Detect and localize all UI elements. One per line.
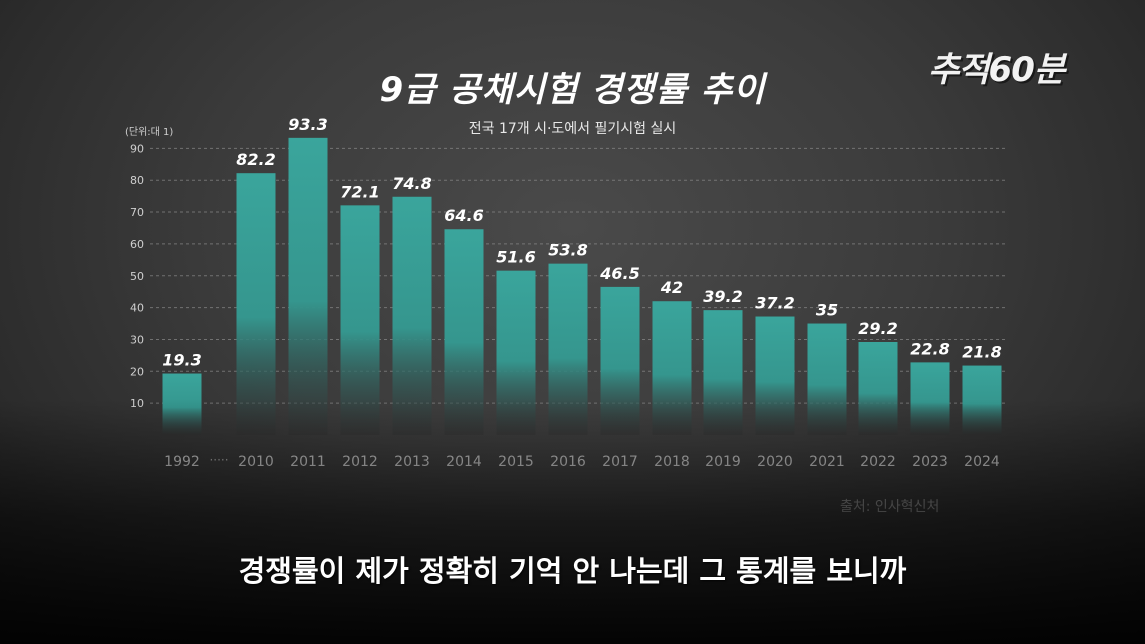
- y-tick-label: 30: [130, 333, 144, 346]
- bar-2022: [858, 341, 898, 435]
- bar-2020: [755, 316, 795, 435]
- x-tick-label: 2014: [446, 454, 482, 470]
- x-tick-label: 2016: [550, 454, 586, 470]
- x-tick-label: 2024: [964, 454, 1000, 470]
- value-label: 35: [816, 301, 838, 320]
- bar-2014: [444, 229, 484, 435]
- y-tick-label: 50: [130, 270, 144, 283]
- bar-2017: [600, 286, 640, 435]
- y-tick-label: 80: [130, 174, 144, 187]
- bar-2024: [962, 365, 1002, 435]
- x-tick-label: 2015: [498, 454, 534, 470]
- x-tick-label: 2017: [602, 454, 638, 470]
- x-tick-label: 2022: [860, 454, 896, 470]
- bar-2012: [340, 205, 380, 435]
- x-tick-label: 2020: [757, 454, 793, 470]
- value-label: 72.1: [340, 182, 379, 201]
- value-label: 29.2: [858, 319, 897, 338]
- bar-2015: [496, 270, 536, 435]
- bar-2010: [236, 173, 276, 435]
- x-tick-label: 2021: [809, 454, 845, 470]
- value-label: 42: [660, 278, 683, 297]
- y-tick-label: 90: [130, 142, 144, 155]
- x-tick-label: 2011: [290, 454, 326, 470]
- value-label: 22.8: [910, 339, 949, 358]
- bar-2023: [910, 362, 950, 435]
- x-tick-label: 2013: [394, 454, 430, 470]
- value-label: 46.5: [599, 264, 639, 283]
- x-tick-label: 2010: [238, 454, 274, 470]
- y-tick-label: 60: [130, 238, 144, 251]
- value-label: 74.8: [392, 174, 431, 193]
- x-tick-label: 2018: [654, 454, 690, 470]
- x-tick-label: 2023: [912, 454, 948, 470]
- y-axis-unit-label: (단위:대 1): [125, 125, 173, 138]
- y-tick-label: 20: [130, 365, 144, 378]
- y-tick-label: 40: [130, 302, 144, 315]
- video-subtitle: 경쟁률이 제가 정확히 기억 안 나는데 그 통계를 보니까: [238, 554, 907, 588]
- value-label: 64.6: [444, 206, 483, 225]
- bar-2016: [548, 263, 588, 435]
- bar-2013: [392, 196, 432, 435]
- data-source: 출처: 인사혁신처: [840, 499, 940, 515]
- value-label: 82.2: [236, 150, 275, 169]
- value-label: 19.3: [162, 351, 201, 370]
- bar-2011: [288, 137, 328, 436]
- x-tick-label: 1992: [164, 454, 200, 470]
- y-tick-label: 70: [130, 206, 144, 219]
- value-label: 37.2: [755, 294, 794, 313]
- bar-2021: [807, 323, 847, 435]
- value-label: 51.6: [496, 248, 535, 267]
- bar-2019: [703, 310, 743, 435]
- x-tick-label: 2012: [342, 454, 378, 470]
- value-label: 53.8: [548, 241, 587, 260]
- value-label: 21.8: [962, 343, 1001, 362]
- value-label: 93.3: [288, 115, 327, 134]
- axis-break-marker: ·····: [209, 453, 228, 467]
- x-tick-label: 2019: [705, 454, 741, 470]
- y-tick-label: 10: [130, 397, 144, 410]
- bar-1992: [162, 373, 202, 435]
- value-label: 39.2: [703, 287, 742, 306]
- bar-2018: [652, 301, 692, 435]
